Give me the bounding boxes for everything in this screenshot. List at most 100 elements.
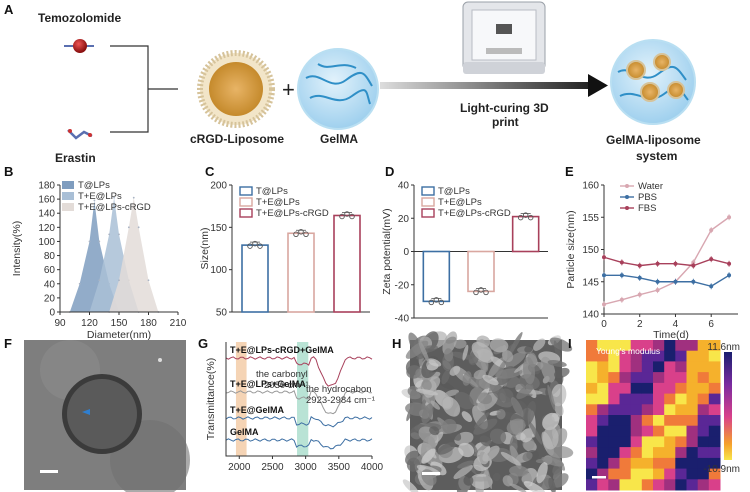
gelma-liposome-icon (610, 39, 696, 125)
ytick-label-D-0: 0 (403, 247, 409, 258)
legend-dot-e-0 (625, 184, 629, 188)
afm-cell-1-7 (597, 415, 609, 427)
afm-cell-1-11 (597, 457, 609, 470)
afm-cell-0-6 (586, 404, 598, 416)
legend-label-e-1: PBS (638, 192, 657, 203)
legend-label-C-1: T+E@LPs (256, 197, 300, 208)
point-T+E@LPs-cRGD-1 (118, 279, 120, 282)
afm-cell-6-4 (653, 382, 665, 395)
bracket-line (110, 45, 178, 133)
afm-cell-6-11 (653, 457, 665, 470)
afm-cell-0-10 (586, 447, 598, 459)
legend-swatch-b-2 (62, 203, 74, 211)
colorbar-min-label: -10.9nm (703, 464, 740, 475)
sem-grain-226 (549, 337, 573, 352)
panel-label-f: F (4, 336, 12, 351)
afm-cell-9-6 (686, 404, 699, 416)
sem-grain-258 (542, 426, 559, 450)
xtick-label-b-150: 150 (111, 318, 128, 329)
sem-grain-195 (511, 397, 524, 418)
afm-cell-3-9 (619, 436, 632, 448)
sem-grain-74 (402, 479, 419, 492)
point-FBS-2 (637, 263, 642, 268)
afm-cell-3-1 (619, 350, 632, 362)
afm-cell-7-7 (664, 415, 676, 427)
panel-label-h: H (392, 336, 401, 351)
sem-grain-139 (520, 428, 534, 443)
legend-swatch-C-2 (239, 208, 253, 218)
afm-cell-5-0 (641, 340, 654, 352)
afm-title: Young's modulus (596, 346, 660, 356)
sem-grain-245 (528, 421, 543, 445)
afm-cell-0-1 (586, 350, 598, 362)
panel-label-d: D (385, 164, 394, 179)
afm-cell-1-3 (597, 372, 609, 384)
xtick-label-b-180: 180 (140, 318, 157, 329)
legend-swatch-D-2 (421, 208, 435, 218)
afm-cell-10-5 (697, 393, 710, 405)
afm-cell-6-13 (653, 479, 665, 491)
legend-swatch-D-1 (421, 197, 435, 207)
afm-cell-0-0 (586, 340, 598, 352)
ytick-label-b-80: 80 (44, 251, 56, 262)
afm-cell-11-2 (708, 361, 721, 373)
afm-cell-9-1 (686, 350, 699, 362)
sem-grain-242 (471, 341, 494, 363)
afm-cell-3-3 (619, 372, 632, 384)
afm-cell-11-12 (708, 468, 721, 480)
legend-swatch-C-1 (239, 197, 253, 207)
afm-cell-9-0 (686, 340, 699, 352)
point-T+E@LPs-4 (118, 233, 120, 236)
dot-D-2-0 (517, 214, 524, 221)
band-carbonyl (235, 342, 247, 456)
sem-grain-243 (429, 426, 440, 436)
sem-grain-221 (509, 483, 527, 492)
afm-cell-0-4 (586, 382, 598, 395)
point-T@LPs-2 (88, 240, 91, 243)
band-hydrocarbon (297, 342, 309, 456)
xtick-label-b-120: 120 (81, 318, 98, 329)
sem-grain-244 (479, 435, 492, 447)
dot-C-1-0 (293, 231, 299, 238)
ylabel-C: Size(nm) (199, 227, 211, 269)
afm-cell-11-1 (708, 350, 721, 362)
liposome-icon (197, 50, 275, 128)
dot-C-2-0 (339, 213, 345, 220)
afm-cell-4-0 (630, 340, 643, 352)
point-T+E@LPs-cRGD-2 (127, 226, 130, 229)
legend-label-b-1: T+E@LPs (78, 191, 122, 202)
afm-cell-4-13 (630, 479, 643, 491)
afm-image: Young's modulus 11.6nm -10.9nm (586, 340, 740, 491)
afm-cell-2-3 (608, 372, 620, 384)
afm-cell-0-12 (586, 468, 598, 480)
afm-cell-1-4 (597, 382, 609, 395)
afm-cell-8-7 (675, 415, 687, 427)
sem-grain-256 (430, 400, 441, 410)
sem-grain-187 (415, 388, 439, 396)
panel-label-b: B (4, 164, 13, 179)
afm-cell-6-5 (653, 393, 665, 405)
print-label: Light-curing 3D (460, 101, 549, 115)
system-label-2: system (636, 149, 677, 163)
point-PBS-5 (691, 279, 696, 284)
sem-grain-193 (524, 345, 533, 353)
afm-cell-4-10 (630, 447, 643, 459)
afm-cell-9-11 (686, 457, 699, 470)
afm-cell-10-2 (697, 361, 710, 373)
dot-D-2-1 (522, 212, 529, 218)
afm-cell-7-1 (664, 350, 676, 362)
ylabel-b: Intensity(%) (11, 221, 23, 276)
liposome-label: cRGD-Liposome (190, 132, 284, 146)
afm-cell-7-11 (664, 457, 676, 470)
ytick-label-b-180: 180 (38, 181, 55, 192)
ytick-label-C-50: 50 (216, 308, 228, 319)
afm-cell-8-5 (675, 393, 687, 405)
afm-cell-3-8 (619, 425, 632, 437)
point-Water-7 (727, 215, 732, 220)
afm-cell-7-9 (664, 436, 676, 448)
afm-cell-1-6 (597, 404, 609, 416)
afm-cell-9-13 (686, 479, 699, 491)
afm-cell-11-9 (708, 436, 721, 448)
sem-grain-246 (476, 450, 489, 465)
ylabel-g: Transmittance(%) (205, 358, 217, 440)
